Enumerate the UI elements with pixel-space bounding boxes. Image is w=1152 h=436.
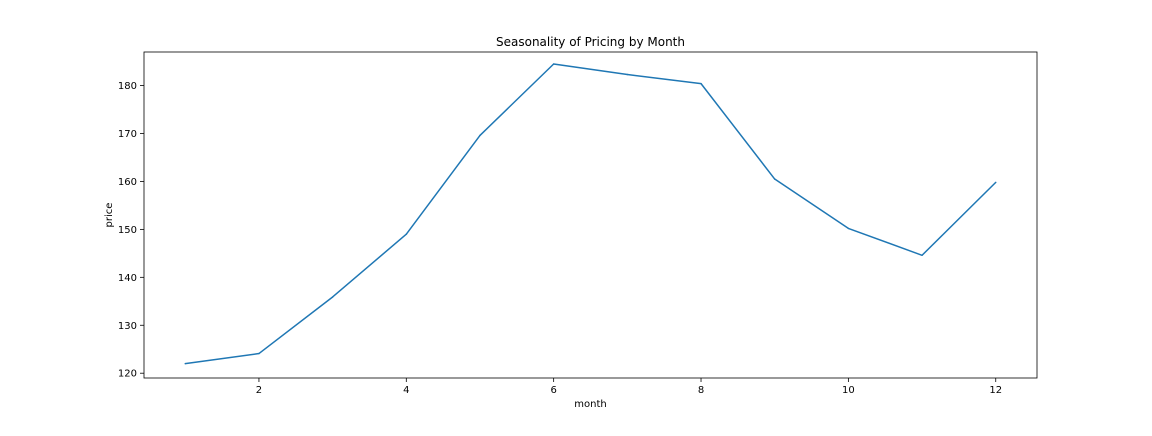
x-tick-label: 8 <box>698 385 704 396</box>
plot-frame <box>143 51 1038 379</box>
series-line <box>185 63 997 365</box>
data-point <box>994 181 997 184</box>
data-point <box>479 134 481 137</box>
y-axis-label: price <box>104 203 115 228</box>
x-axis-label: month <box>574 399 606 410</box>
x-tick-label: 6 <box>550 385 556 396</box>
y-tick-label: 150 <box>118 225 137 236</box>
data-point <box>184 362 187 365</box>
data-point <box>331 296 334 298</box>
y-tick-label: 120 <box>118 369 137 380</box>
data-point <box>847 227 850 230</box>
data-point <box>552 63 555 65</box>
y-tick-label: 160 <box>118 177 137 188</box>
y-tick-label: 170 <box>118 129 137 140</box>
y-tick-label: 180 <box>118 81 137 92</box>
data-point <box>700 82 702 85</box>
y-tick-label: 140 <box>118 273 137 284</box>
x-tick-label: 2 <box>256 385 262 396</box>
y-tick-label: 130 <box>118 321 137 332</box>
series-layer <box>184 63 997 365</box>
data-point <box>626 73 629 76</box>
x-tick-label: 4 <box>403 385 409 396</box>
x-tick-label: 10 <box>842 385 855 396</box>
data-point <box>773 178 776 180</box>
data-point <box>258 352 260 355</box>
chart-title: Seasonality of Pricing by Month <box>496 35 685 49</box>
data-point <box>921 254 923 257</box>
data-point <box>405 233 408 235</box>
axes: 2 4 6 8 10 12 120 130 140 150 160 170 180 <box>118 81 1002 396</box>
x-tick-label: 12 <box>989 385 1002 396</box>
